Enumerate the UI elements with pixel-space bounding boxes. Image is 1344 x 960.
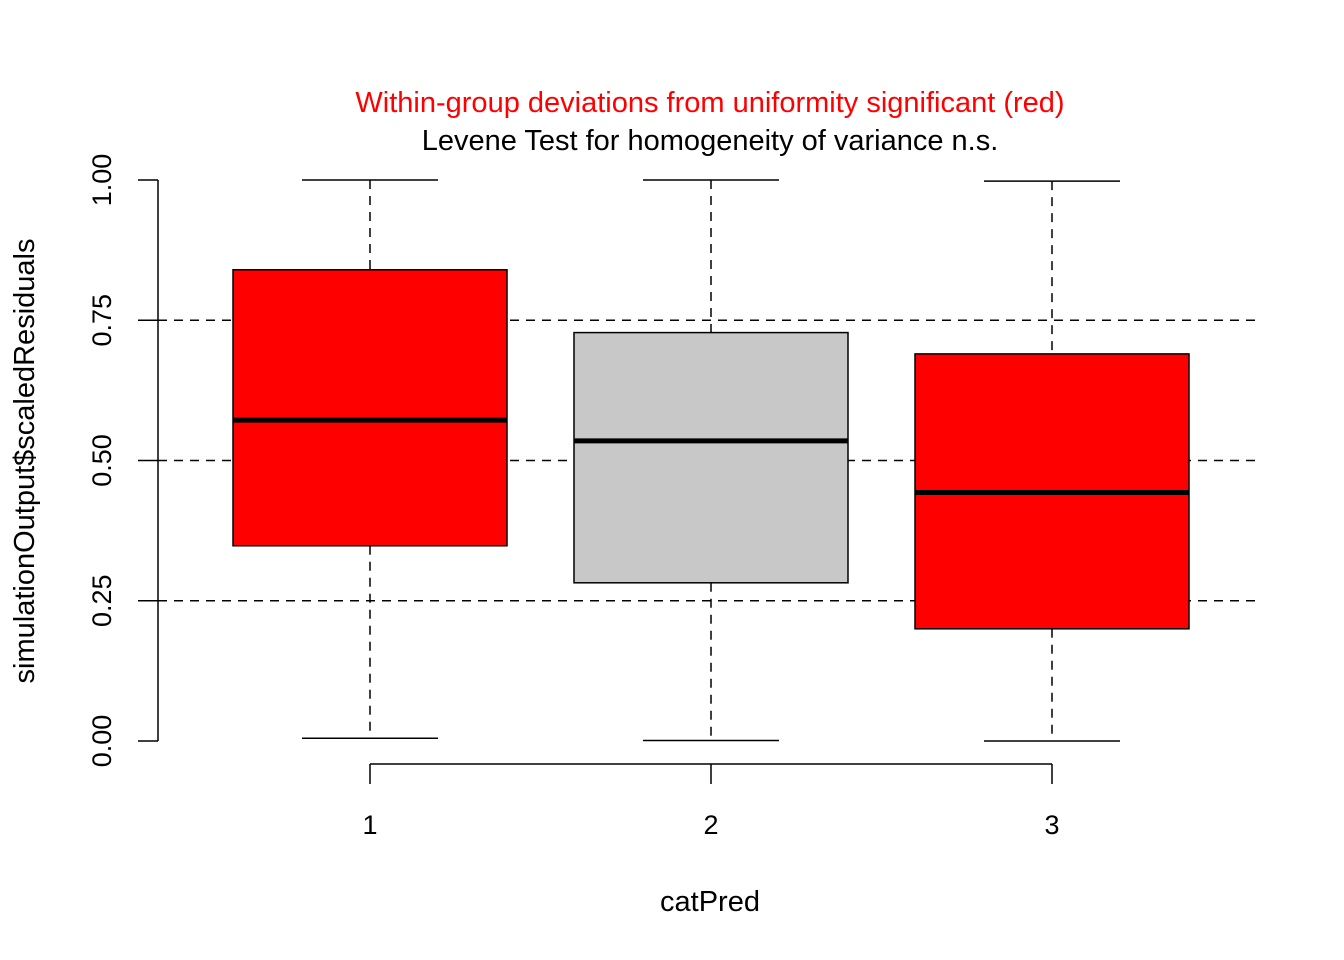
x-tick-label: 1 [362, 810, 377, 840]
box-group-3 [914, 180, 1190, 742]
x-axis-label: catPred [660, 886, 760, 918]
boxes [232, 179, 1190, 742]
x-tick-label: 3 [1044, 810, 1059, 840]
box-group-2 [573, 179, 849, 742]
x-tick-label: 2 [703, 810, 718, 840]
chart-title: Levene Test for homogeneity of variance … [422, 125, 999, 157]
y-tick-label: 1.00 [87, 154, 117, 207]
chart-title-red: Within-group deviations from uniformity … [355, 87, 1064, 119]
box [232, 269, 508, 547]
box-group-1 [232, 179, 508, 739]
y-tick-label: 0.00 [87, 715, 117, 768]
y-tick-label: 0.50 [87, 434, 117, 487]
box [573, 331, 849, 584]
y-axis: 0.00 0.25 0.50 0.75 1.00 [87, 154, 159, 768]
y-axis-label: simulationOutput$scaledResiduals [9, 239, 41, 684]
y-tick-label: 0.75 [87, 294, 117, 347]
x-axis: 1 2 3 [362, 763, 1060, 840]
y-tick-label: 0.25 [87, 574, 117, 627]
